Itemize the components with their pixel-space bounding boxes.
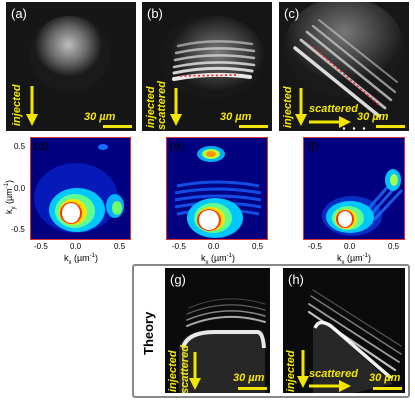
panel-g-scale-label: 30 µm bbox=[233, 372, 265, 384]
panel-c-scattered-label: scattered bbox=[309, 103, 358, 115]
kspace-xlabel-f: kx (µm-1) bbox=[337, 253, 372, 266]
panel-h-injected-arrow-icon bbox=[297, 350, 309, 388]
xtick-f-1: 0.0 bbox=[344, 242, 356, 251]
panel-c-scale-label: 30 µm bbox=[357, 111, 389, 123]
panel-g-injected-label: injected bbox=[167, 350, 179, 392]
xtick-e-1: 0.0 bbox=[208, 242, 220, 251]
panel-d-kmap: (d) bbox=[30, 137, 131, 240]
xtick-d-2: 0.5 bbox=[114, 242, 126, 251]
panel-h-scale-label: 30 µm bbox=[369, 372, 401, 384]
xtick-d-0: -0.5 bbox=[34, 242, 48, 251]
xtick-e-0: -0.5 bbox=[172, 242, 186, 251]
panel-e-kmap: (e) bbox=[166, 137, 268, 240]
panel-h-scalebar bbox=[373, 387, 402, 390]
panel-d-heatmap bbox=[31, 138, 130, 239]
xtick-d-1: 0.0 bbox=[70, 242, 82, 251]
panel-g-arrow-icon bbox=[189, 352, 201, 390]
xtick-e-2: 0.5 bbox=[252, 242, 264, 251]
panel-b-scale-label: 30 µm bbox=[220, 111, 252, 123]
panel-g-image: (g) injected scattered 30 µm bbox=[165, 268, 270, 393]
panel-a-label: (a) bbox=[11, 6, 27, 21]
panel-h-label: (h) bbox=[288, 272, 304, 287]
panel-c-dots bbox=[342, 127, 366, 130]
panel-b-image: (b) injected scattered 30 µm bbox=[142, 2, 272, 131]
panel-f-label: (f) bbox=[307, 139, 319, 153]
panel-e-label: (e) bbox=[170, 139, 185, 153]
panel-h-image: (h) injected scattered 30 µm bbox=[283, 268, 405, 393]
ytick-d-1: 0.0 bbox=[14, 184, 26, 193]
panel-c-scalebar bbox=[376, 125, 405, 128]
theory-frame bbox=[132, 264, 410, 398]
xtick-f-2: 0.5 bbox=[388, 242, 400, 251]
panel-a-injected-arrow-icon bbox=[26, 86, 38, 126]
panel-a-scale-label: 30 µm bbox=[84, 111, 116, 123]
panel-g-scalebar bbox=[238, 387, 267, 390]
panel-a-image: (a) injected 30 µm bbox=[6, 2, 136, 131]
panel-a-scalebar bbox=[103, 125, 132, 128]
panel-b-scattered-label: scattered bbox=[156, 81, 168, 130]
panel-e-heatmap bbox=[167, 138, 267, 239]
panel-d-label: (d) bbox=[34, 139, 49, 153]
panel-g-sim bbox=[165, 268, 270, 393]
panel-a-photo bbox=[6, 2, 136, 131]
panel-c-injected-label: injected bbox=[282, 86, 294, 128]
panel-c-image: (c) injected scattered 30 µm bbox=[279, 2, 409, 131]
xtick-f-0: -0.5 bbox=[308, 242, 322, 251]
kspace-xlabel-d: kx (µm-1) bbox=[64, 253, 99, 266]
panel-h-injected-label: injected bbox=[285, 350, 297, 392]
panel-f-heatmap bbox=[304, 138, 404, 239]
panel-b-arrow-icon bbox=[170, 88, 182, 126]
ytick-d-2: -0.5 bbox=[11, 225, 25, 234]
panel-a-injected-label: injected bbox=[11, 84, 23, 126]
panel-h-scattered-label: scattered bbox=[309, 368, 358, 380]
panel-h-scattered-arrow-icon bbox=[309, 380, 351, 392]
panel-c-injected-arrow-icon bbox=[295, 88, 307, 126]
panel-b-scalebar bbox=[239, 125, 268, 128]
panel-c-scattered-arrow-icon bbox=[309, 116, 351, 128]
kspace-ylabel: ky (µm-1) bbox=[4, 179, 17, 214]
panel-g-label: (g) bbox=[170, 272, 186, 287]
panel-f-kmap: (f) bbox=[303, 137, 405, 240]
theory-label: Theory bbox=[141, 311, 156, 355]
ytick-d-0: 0.5 bbox=[14, 142, 26, 151]
kspace-xlabel-e: kx (µm-1) bbox=[201, 253, 236, 266]
panel-b-photo bbox=[142, 2, 272, 131]
panel-b-label: (b) bbox=[147, 6, 163, 21]
panel-c-label: (c) bbox=[284, 6, 300, 21]
